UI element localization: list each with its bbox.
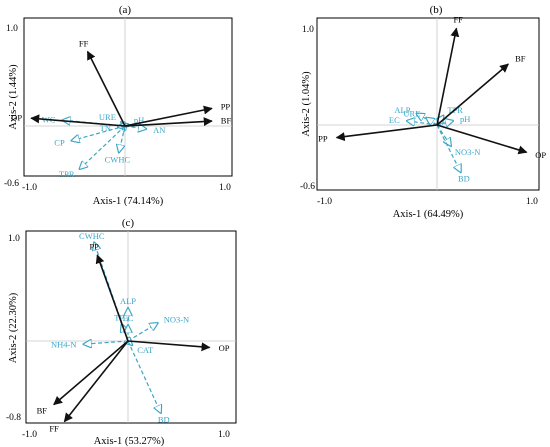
panel-c-ytick-bottom: -0.8 — [6, 413, 21, 423]
panel-b-vector-op — [436, 124, 528, 155]
panel-c-vector-op — [127, 340, 211, 352]
panel-b-label-op: OP — [535, 150, 546, 160]
panel-a-label-ph: pH — [134, 115, 144, 125]
panel-b-ytick-bottom: -0.6 — [300, 182, 315, 192]
panel-b-ytick-top: 1.0 — [302, 25, 314, 35]
panel-a-vector-tpr — [80, 125, 126, 169]
panel-a-xtick-left: -1.0 — [22, 183, 37, 193]
panel-a-ytick-bottom: -0.6 — [4, 179, 19, 189]
panel-a-vector-op — [30, 114, 126, 127]
panel-b-vector-no3-n — [436, 124, 451, 146]
panel-c-label-ff: FF — [49, 424, 59, 434]
panel-b-label-bf: BF — [515, 53, 526, 63]
panel-c-vector-bf — [53, 340, 129, 406]
panel-b-xtick-left: -1.0 — [317, 197, 332, 207]
panel-c-frame — [25, 230, 237, 424]
panel-b-vector-ec — [407, 121, 438, 125]
panel-c-vector-nh4-n — [84, 341, 129, 344]
panel-b-vector-bd — [436, 124, 461, 172]
panel-b-label-ff: FF — [453, 15, 463, 25]
panel-c-vector-pp — [95, 254, 129, 342]
panel-c-xlabel: Axis-1 (53.27%) — [94, 436, 165, 447]
panel-a-label-pp: PP — [221, 102, 231, 112]
panel-a-plot: UREpHWCTNANCPCWHCTPRFFPPBFOP — [11, 18, 232, 179]
panel-b-xlabel: Axis-1 (64.49%) — [393, 209, 464, 220]
panel-c-vector-bd — [127, 340, 161, 413]
panel-b-xtick-right: 1.0 — [526, 197, 538, 207]
panel-c-label-op: OP — [219, 343, 230, 353]
panel-c-label-ec: EC — [123, 313, 134, 323]
panel-c-ylabel: Axis-2 (22.30%) — [8, 292, 19, 363]
panel-c-vector-no3-n — [127, 323, 158, 342]
panel-c-label-no3-n: NO3-N — [164, 314, 190, 324]
panel-c-label-nh4-n: NH4-N — [51, 340, 77, 350]
panel-b-label-no3-n: NO3-N — [455, 147, 481, 157]
panel-a-xtick-right: 1.0 — [219, 183, 231, 193]
panel-c-label-cwhc: CWHC — [79, 231, 105, 241]
panel-b-label-alp: ALP — [394, 105, 410, 115]
panel-b-vector-ure — [426, 118, 438, 125]
panel-a-vector-cwhc — [119, 125, 126, 153]
panel-a-label-ure: URE — [99, 112, 116, 122]
panel-a-label-tpr: TPR — [59, 169, 75, 179]
panel-a-vector-bf — [124, 117, 213, 127]
panel-c-ytick-top: 1.0 — [8, 234, 20, 244]
panel-b-label-ec: EC — [389, 115, 400, 125]
panel-c-label-alp: ALP — [120, 296, 136, 306]
panel-c-xtick-left: -1.0 — [22, 430, 37, 440]
panel-b-vector-bf — [436, 63, 509, 126]
panel-a-label-an: AN — [153, 125, 165, 135]
panel-b-label-pp: PP — [318, 134, 328, 144]
panel-c-xtick-right: 1.0 — [218, 430, 230, 440]
panel-c-label: (c) — [122, 217, 135, 229]
panel-a-vector-pp — [124, 105, 213, 127]
panel-a-label-op: OP — [11, 112, 22, 122]
panel-a-vector-ff — [86, 50, 126, 127]
panel-b-ylabel: Axis-2 (1.04%) — [301, 71, 312, 137]
panel-a-label-ff: FF — [79, 39, 89, 49]
panel-c-label-cat: CAT — [137, 345, 154, 355]
panel-a-label-cwhc: CWHC — [105, 154, 131, 164]
panel-a-label-tn: TN — [100, 123, 111, 133]
panel-b-label: (b) — [430, 4, 443, 16]
panel-b-label-ph: pH — [460, 114, 470, 124]
panel-a-xlabel: Axis-1 (74.14%) — [93, 196, 164, 207]
panel-a-ytick-top: 1.0 — [6, 24, 18, 34]
panel-a-vector-cp — [72, 125, 126, 141]
panel-c-label-pp: PP — [89, 242, 99, 252]
panel-b-vector-ph — [436, 121, 453, 125]
panel-c: (c) 1.0 -0.8 -1.0 1.0 Axis-1 (53.27%) Ax… — [6, 217, 237, 447]
panel-b-label-ure: URE — [403, 109, 420, 119]
panel-b-vector-pp — [335, 124, 438, 142]
panel-a: (a) 1.0 -0.6 -1.0 1.0 Axis-1 (74.14%) Ax… — [4, 4, 233, 207]
panel-a-label: (a) — [119, 4, 132, 16]
panel-b-vector-ff — [436, 27, 460, 126]
panel-c-vector-ff — [63, 340, 129, 423]
panel-a-label-bf: BF — [221, 116, 232, 126]
panel-a-ylabel: Axis-2 (1.44%) — [8, 64, 19, 130]
panel-c-label-bf: BF — [37, 406, 48, 416]
panel-b-label-bd: BD — [458, 174, 470, 184]
panel-b-frame — [316, 17, 540, 191]
panel-b: (b) 1.0 -0.6 -1.0 1.0 Axis-1 (64.49%) Ax… — [300, 4, 546, 220]
panel-a-label-cp: CP — [54, 138, 65, 148]
panel-c-label-bd: BD — [158, 414, 170, 424]
panel-a-frame — [23, 17, 233, 177]
